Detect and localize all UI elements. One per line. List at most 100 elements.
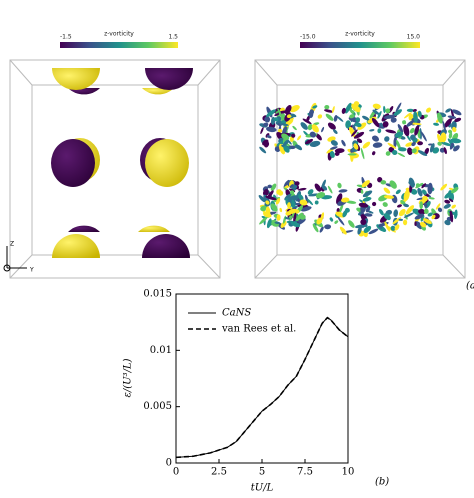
vortex-tube xyxy=(354,122,362,128)
vortex-tube xyxy=(383,114,396,119)
vortex-tube xyxy=(267,190,274,198)
vortex-tube xyxy=(358,211,362,216)
vortex-tube xyxy=(332,129,338,135)
vortex-tube xyxy=(279,207,283,213)
vortex-tube xyxy=(309,109,315,115)
vortex-tube xyxy=(420,131,427,142)
vortex-tube xyxy=(448,132,453,139)
vortex-tube xyxy=(287,195,299,203)
vortex-tube xyxy=(382,121,389,128)
vortex-tube xyxy=(307,189,314,195)
vortex-tube xyxy=(372,151,376,156)
vortex-tube xyxy=(445,108,452,113)
vortex xyxy=(52,234,100,258)
vortex-tube xyxy=(403,112,412,119)
colorbar xyxy=(60,42,178,48)
vortex-tube xyxy=(327,185,333,194)
vortex-tube xyxy=(263,141,270,148)
vortex-tube xyxy=(312,223,319,233)
legend-label: CaNS xyxy=(222,308,251,319)
vortex-tube xyxy=(298,194,304,201)
vortex-tube xyxy=(365,207,370,213)
vortex-tube xyxy=(408,177,415,188)
vortex-tube xyxy=(353,131,365,139)
vortex-tube xyxy=(277,190,284,196)
vortex-tube xyxy=(417,150,428,157)
vortex xyxy=(51,139,95,187)
vortex-tube xyxy=(368,228,379,235)
series-line xyxy=(175,316,349,459)
vortex-tube xyxy=(362,197,372,202)
vortex-tube xyxy=(315,133,322,141)
vortex-tube xyxy=(425,107,432,113)
vortex-tube xyxy=(292,125,297,131)
edge xyxy=(197,59,221,86)
vortex-tube xyxy=(286,114,292,118)
vortex-tube xyxy=(306,115,310,123)
vortex-tube xyxy=(274,146,281,152)
vortex-tube xyxy=(361,180,370,188)
vortex-tube xyxy=(263,122,269,127)
colorbar-title: z-vorticity xyxy=(345,31,375,38)
vortex-tube xyxy=(290,190,295,195)
vortex-tube xyxy=(372,103,381,109)
vortex-tube xyxy=(273,117,279,122)
vortex-tube xyxy=(424,147,430,155)
vortex-tube xyxy=(260,126,264,135)
series-line xyxy=(175,317,349,458)
vortex-tube xyxy=(329,217,334,222)
vortex-tube xyxy=(380,122,384,128)
vortex-tube xyxy=(304,138,314,145)
vortex-tube xyxy=(329,146,338,150)
vortex-tube xyxy=(394,224,400,231)
vortex-tube xyxy=(449,138,462,144)
vortex-tube xyxy=(332,106,335,114)
vortex-tube xyxy=(410,134,416,141)
vortex-tube xyxy=(414,221,417,227)
vortex-tube xyxy=(363,225,372,233)
frame xyxy=(254,59,466,279)
vortex-tube xyxy=(452,126,457,133)
vortex-tube xyxy=(419,201,424,210)
vortex-tube xyxy=(449,142,455,148)
x-tick-label: 5 xyxy=(259,467,265,478)
vortex-tube xyxy=(341,139,346,147)
vortex-tube xyxy=(454,117,462,123)
vortex-tube xyxy=(411,141,416,147)
frame-inner xyxy=(31,84,199,256)
vortex-tube xyxy=(321,184,328,191)
vortex-tube xyxy=(299,214,306,220)
vortex-tube xyxy=(418,208,426,215)
colorbar-max: 15.0 xyxy=(407,34,421,41)
vortex-tube xyxy=(334,151,340,156)
vortex-tube xyxy=(266,126,277,133)
vortex-tube xyxy=(451,204,457,209)
vortex-tube xyxy=(436,112,443,124)
vortex-tube xyxy=(330,140,338,146)
vortex-tube xyxy=(377,110,382,119)
vortex-tube xyxy=(392,149,398,156)
y-tick-label: 0.015 xyxy=(143,289,172,300)
vortex-tube xyxy=(417,141,423,146)
vortex-tube xyxy=(348,220,355,228)
vortex-tube xyxy=(266,109,276,118)
vortex-tube xyxy=(443,203,451,209)
vortex-tube xyxy=(371,118,380,127)
panel-label: (a xyxy=(466,281,474,292)
vortex-tube xyxy=(403,189,410,202)
vortex-tube xyxy=(398,147,407,152)
vortex-tube xyxy=(274,221,281,225)
axes-triad: Z Y xyxy=(3,241,34,274)
edge xyxy=(9,59,33,86)
vortex-tube xyxy=(444,199,451,204)
vortex-tube xyxy=(294,181,300,186)
vortex-tube xyxy=(282,126,288,136)
vortex-tube xyxy=(297,135,302,141)
vortex-tube xyxy=(397,204,402,208)
vortex-tube xyxy=(341,107,346,114)
vortex-tube xyxy=(345,120,351,129)
vortex-tube xyxy=(306,198,314,206)
vortex-tube xyxy=(288,208,300,215)
vortex-tube xyxy=(413,111,418,124)
vortex-tube xyxy=(369,129,375,132)
